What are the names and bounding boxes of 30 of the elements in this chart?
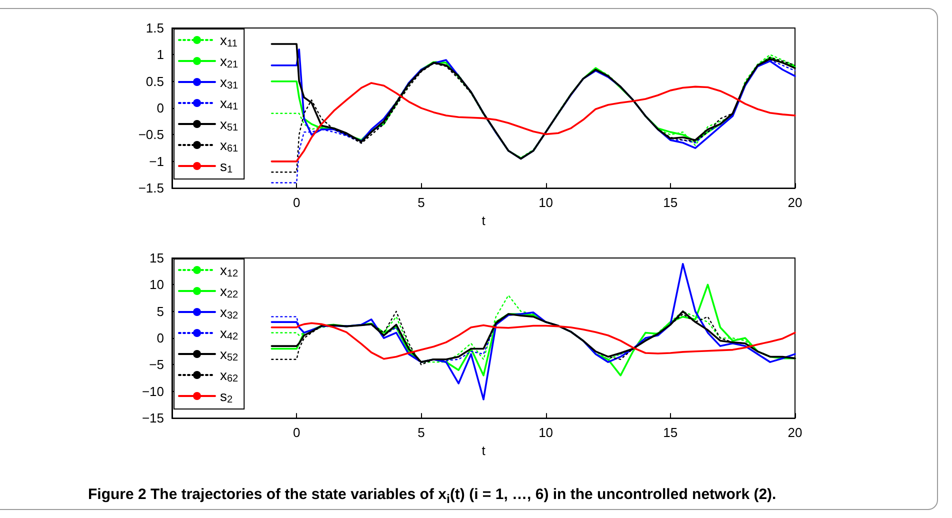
line-series <box>270 322 796 360</box>
y-tick-label: 5 <box>156 304 164 319</box>
x-tick-label: 20 <box>788 425 802 440</box>
x-tick-label: 15 <box>663 425 678 440</box>
x-axis-title: t <box>482 443 486 458</box>
y-tick-label: −0.5 <box>138 127 164 142</box>
y-tick-label: 0 <box>156 100 164 116</box>
y-tick-label: 0 <box>156 330 164 346</box>
x-tick-label: 0 <box>292 195 300 210</box>
y-tick-label: 0.5 <box>146 74 164 89</box>
y-tick-label: −10 <box>142 384 164 399</box>
x-tick-label: 15 <box>663 195 678 210</box>
caption: Figure 2 The trajectories of the state variables of x$_{i}$(t) (i = 1, …, 6) in the uncontrolled network (2). <box>88 486 776 506</box>
line-series <box>270 82 796 162</box>
x-tick-label: 10 <box>538 425 554 440</box>
y-tick-label: −1.5 <box>138 180 164 196</box>
line-series <box>270 262 796 400</box>
x-tick-label: 10 <box>538 195 554 210</box>
y-tick-label: −15 <box>142 410 164 426</box>
x-tick-label: 5 <box>418 425 425 440</box>
y-tick-label: 1 <box>156 47 164 62</box>
y-tick-label: 10 <box>150 277 164 292</box>
y-tick-label: −5 <box>149 357 164 372</box>
x-axis-title: t <box>482 213 486 228</box>
x-tick-label: 20 <box>788 195 802 210</box>
y-tick-label: 15 <box>150 250 164 266</box>
x-tick-label: 5 <box>418 195 425 210</box>
x-tick-label: 0 <box>292 425 300 440</box>
y-tick-label: 1.5 <box>146 20 164 36</box>
y-tick-label: −1 <box>149 154 164 169</box>
